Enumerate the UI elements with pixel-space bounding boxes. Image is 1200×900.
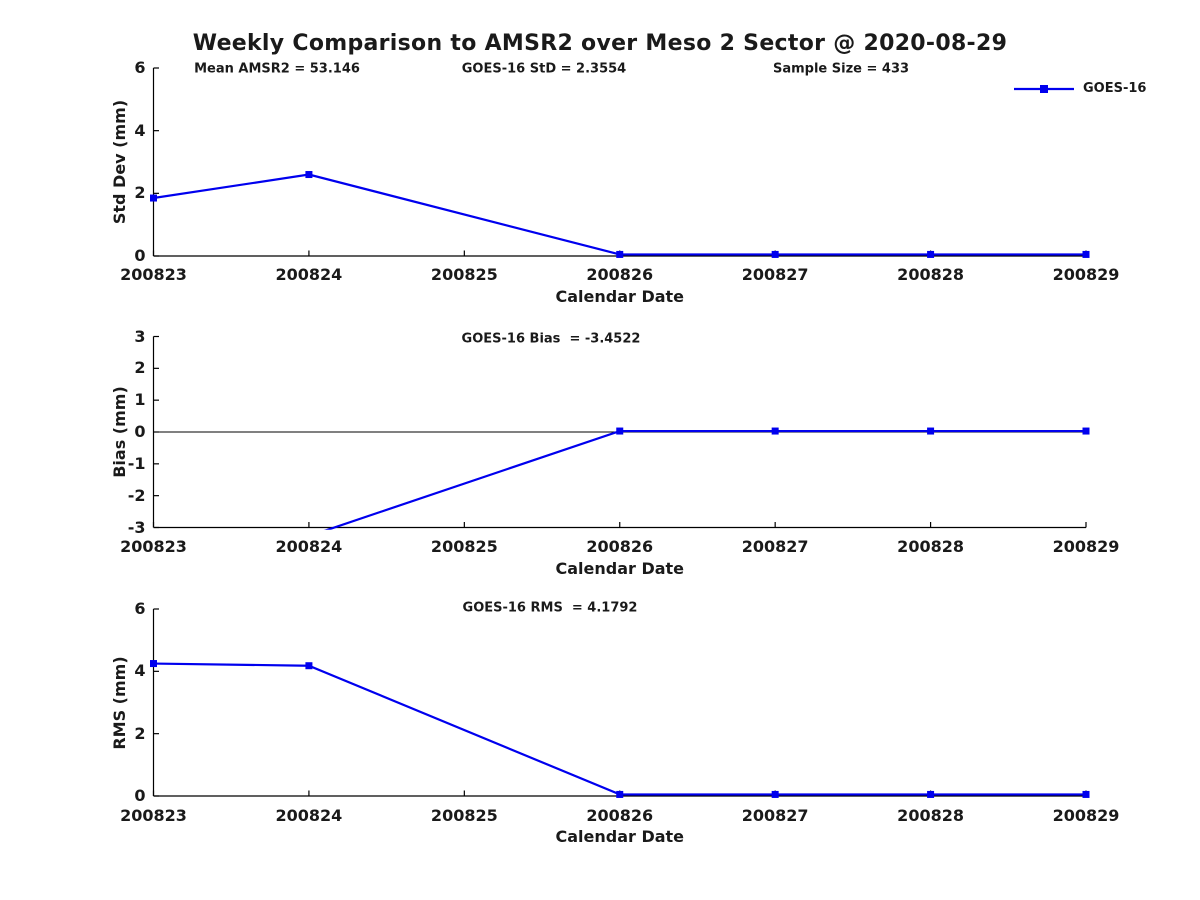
bias-x-tick-label: 200823 [120,537,187,556]
rms-y-tick-label: 6 [134,599,146,618]
std-dev-x-tick-label: 200825 [430,265,498,284]
rms-y-axis-label: RMS (mm) [110,655,129,750]
bias-data-marker [927,427,935,435]
std-dev-data-marker [616,250,624,258]
bias-y-tick-label: 3 [134,326,146,346]
std-dev-x-tick-label: 200823 [120,265,187,284]
std-dev-y-axis-label: Std Dev (mm) [110,99,129,225]
std-dev-data-marker [927,250,935,258]
rms-x-axis-label: Calendar Date [555,827,685,846]
rms-annotation: GOES-16 RMS = 4.1792 [462,600,638,616]
rms-data-marker [927,790,935,798]
std-dev-data-marker [150,194,157,202]
bias-x-tick-label: 200829 [1052,537,1120,556]
rms-x-tick-label: 200827 [741,806,809,825]
bias-x-tick-label: 200826 [586,537,654,556]
bias-y-axis-label: Bias (mm) [110,386,129,478]
bias-annotation: GOES-16 Bias = -3.4522 [461,331,641,347]
bias-chart [152,335,1090,530]
rms-y-tick-label: 4 [134,661,146,681]
std-dev-data-marker [1082,250,1090,258]
rms-data-marker [771,790,779,798]
std-dev-data-marker [305,171,313,179]
bias-x-axis-label: Calendar Date [555,558,685,578]
legend-line-sample [1014,84,1074,93]
bias-series-line [324,429,1086,530]
figure-title: Weekly Comparison to AMSR2 over Meso 2 S… [192,31,1008,56]
bias-y-tick-label: 0 [134,422,146,441]
rms-data-marker [305,662,313,670]
rms-x-tick-label: 200828 [897,806,964,825]
rms-series-line [153,662,1086,796]
bias-data-marker [1082,427,1090,435]
std-dev-y-tick-label: 2 [134,183,146,203]
std-dev-x-axis-label: Calendar Date [555,287,685,306]
std-dev-x-tick-label: 200826 [586,265,654,284]
std-dev-y-tick-label: 0 [134,246,146,265]
bias-y-tick-label: 1 [134,390,146,410]
rms-x-tick-label: 200824 [275,806,343,825]
bias-x-tick-label: 200827 [741,537,809,556]
legend-marker-icon [1040,84,1048,93]
bias-data-marker [771,427,779,435]
bias-y-tick-label: -2 [127,485,146,505]
std-dev-series-line [153,173,1086,256]
legend: GOES-16 [1012,78,1146,99]
rms-data-marker [150,660,157,668]
rms-x-tick-label: 200826 [586,806,654,825]
rms-y-tick-label: 2 [134,723,146,743]
rms-data-marker [616,790,624,798]
std-dev-y-tick-label: 4 [134,120,146,140]
bias-x-tick-label: 200825 [430,537,498,556]
rms-chart [150,608,1090,798]
std-dev-chart [150,67,1090,258]
bias-data-marker [616,427,624,435]
std-dev-annotation: Mean AMSR2 = 53.146 [194,61,360,77]
bias-x-tick-label: 200824 [275,537,343,556]
bias-x-tick-label: 200828 [897,537,964,556]
legend-label: GOES-16 [1083,81,1147,96]
bias-y-tick-label: 2 [134,358,146,378]
rms-x-tick-label: 200825 [430,806,498,825]
rms-data-marker [1082,790,1090,798]
std-dev-x-tick-label: 200829 [1052,265,1120,284]
std-dev-data-marker [771,250,779,258]
rms-x-tick-label: 200823 [120,806,187,825]
std-dev-x-tick-label: 200824 [275,265,343,284]
std-dev-x-tick-label: 200827 [741,265,809,284]
rms-y-tick-label: 0 [134,786,146,805]
bias-y-tick-label: -3 [127,517,146,537]
bias-y-tick-label: -1 [127,453,146,473]
std-dev-y-tick-label: 6 [134,58,146,77]
std-dev-annotation: Sample Size = 433 [772,61,910,77]
rms-x-tick-label: 200829 [1052,806,1120,825]
std-dev-x-tick-label: 200828 [897,265,964,284]
std-dev-annotation: GOES-16 StD = 2.3554 [461,61,627,77]
